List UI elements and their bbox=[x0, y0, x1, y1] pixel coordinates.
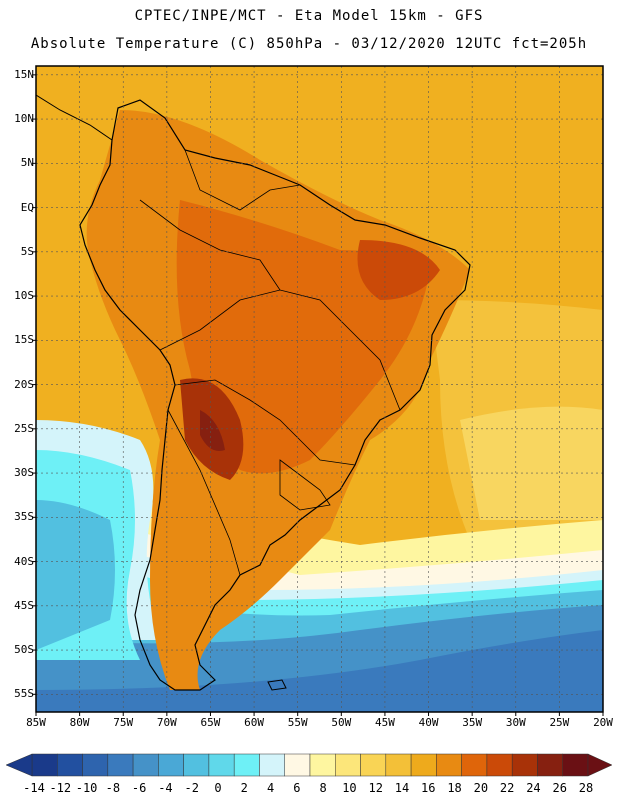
colorbar-label: 20 bbox=[473, 781, 489, 795]
border-argentina bbox=[167, 409, 241, 576]
colorbar-arrow-left bbox=[5, 753, 33, 777]
border-uruguay bbox=[279, 459, 331, 511]
colorbar-label: -8 bbox=[105, 781, 121, 795]
lat-label: 5N bbox=[20, 156, 34, 170]
lat-label: 5S bbox=[20, 244, 34, 258]
lon-label: 35W bbox=[462, 716, 483, 729]
falklands-outline bbox=[267, 679, 287, 691]
field-northeast-hot bbox=[357, 240, 440, 300]
colorbar-cell bbox=[461, 753, 488, 777]
lat-label: 15N bbox=[14, 67, 34, 81]
colorbar-cell bbox=[183, 753, 210, 777]
colorbar-label: 4 bbox=[266, 781, 275, 795]
lon-label: 45W bbox=[374, 716, 395, 729]
colorbar-label: 12 bbox=[368, 781, 383, 795]
border-paraguay bbox=[174, 379, 356, 466]
colorbar-label: 14 bbox=[394, 781, 410, 795]
colorbar-label: 6 bbox=[293, 781, 301, 795]
colorbar-label: 10 bbox=[342, 781, 357, 795]
lon-label: 40W bbox=[418, 716, 439, 729]
colorbar-cell bbox=[410, 753, 437, 777]
central-america-outline bbox=[36, 94, 113, 141]
lat-label: 10S bbox=[14, 289, 34, 303]
lon-label: 25W bbox=[549, 716, 570, 729]
lat-label: EQ bbox=[20, 200, 34, 214]
colorbar-cell bbox=[233, 753, 260, 777]
colorbar-label: 22 bbox=[499, 781, 515, 795]
colorbar-cell bbox=[57, 753, 83, 777]
colorbar-cell bbox=[82, 753, 109, 777]
colorbar-label: 18 bbox=[447, 781, 462, 795]
colorbar-cell bbox=[31, 753, 58, 777]
colorbar-label: -14 bbox=[23, 781, 45, 795]
lon-label: 85W bbox=[26, 716, 46, 729]
lon-label: 50W bbox=[331, 716, 352, 729]
colorbar-label: 8 bbox=[319, 781, 327, 795]
border-guianas bbox=[184, 149, 301, 211]
colorbar-label: -4 bbox=[158, 781, 173, 795]
colorbar-label: 0 bbox=[214, 781, 222, 795]
lat-label: 15S bbox=[14, 333, 34, 347]
colorbar-cell bbox=[309, 753, 336, 777]
colorbar-cell bbox=[132, 753, 159, 777]
field-atlantic-band bbox=[460, 406, 603, 520]
colorbar-cell bbox=[259, 753, 285, 777]
lat-label: 45S bbox=[14, 598, 34, 612]
lon-label: 80W bbox=[69, 716, 90, 729]
field-south-blue3 bbox=[36, 630, 603, 712]
colorbar-arrow-right bbox=[587, 753, 613, 777]
colorbar-cell bbox=[208, 753, 235, 777]
colorbar-cell bbox=[436, 753, 462, 777]
colorbar-label: -2 bbox=[184, 781, 199, 795]
lon-label: 20W bbox=[593, 716, 613, 729]
colorbar-label: 2 bbox=[240, 781, 248, 795]
lat-label: 20S bbox=[14, 377, 34, 391]
lon-label: 30W bbox=[505, 716, 526, 729]
lat-label: 35S bbox=[14, 510, 34, 524]
colorbar-cell bbox=[385, 753, 412, 777]
field-pacific-blue bbox=[36, 500, 115, 650]
lon-label: 70W bbox=[156, 716, 177, 729]
colorbar-label: -10 bbox=[75, 781, 98, 795]
colorbar-cell bbox=[537, 753, 563, 777]
colorbar-label: -6 bbox=[131, 781, 147, 795]
colorbar-cell bbox=[107, 753, 134, 777]
lon-label: 55W bbox=[287, 716, 308, 729]
colorbar bbox=[5, 753, 613, 777]
colorbar-label: 28 bbox=[578, 781, 594, 795]
title-line-2: Absolute Temperature (C) 850hPa - 03/12/… bbox=[30, 36, 588, 52]
colorbar-cell bbox=[360, 753, 387, 777]
map-frame bbox=[35, 65, 604, 713]
lon-label: 75W bbox=[113, 716, 134, 729]
colorbar-cell bbox=[335, 753, 361, 777]
lat-label: 50S bbox=[14, 643, 34, 657]
colorbar-label: -12 bbox=[49, 781, 72, 795]
colorbar-label: 24 bbox=[526, 781, 541, 795]
colorbar-cell bbox=[562, 753, 589, 777]
colorbar-cell bbox=[486, 753, 513, 777]
colorbar-cell bbox=[158, 753, 184, 777]
colorbar-label: 26 bbox=[552, 781, 567, 795]
border-brazil-north bbox=[139, 199, 281, 291]
colorbar-label: 16 bbox=[421, 781, 436, 795]
lon-label: 65W bbox=[200, 716, 221, 729]
lat-label: 40S bbox=[14, 554, 34, 568]
field-chaco-max bbox=[200, 410, 225, 451]
lat-label: 55S bbox=[14, 687, 34, 701]
colorbar-cell bbox=[511, 753, 538, 777]
lat-label: 30S bbox=[14, 466, 34, 480]
border-brazil-south bbox=[159, 289, 401, 411]
title-line-1: CPTEC/INPE/MCT - Eta Model 15km - GFS bbox=[134, 8, 484, 24]
colorbar-cell bbox=[284, 753, 311, 777]
axis-ticks bbox=[32, 74, 604, 716]
lon-label: 60W bbox=[244, 716, 264, 729]
lat-label: 10N bbox=[14, 112, 34, 126]
continent-outline bbox=[79, 99, 471, 691]
lat-label: 25S bbox=[14, 421, 34, 435]
